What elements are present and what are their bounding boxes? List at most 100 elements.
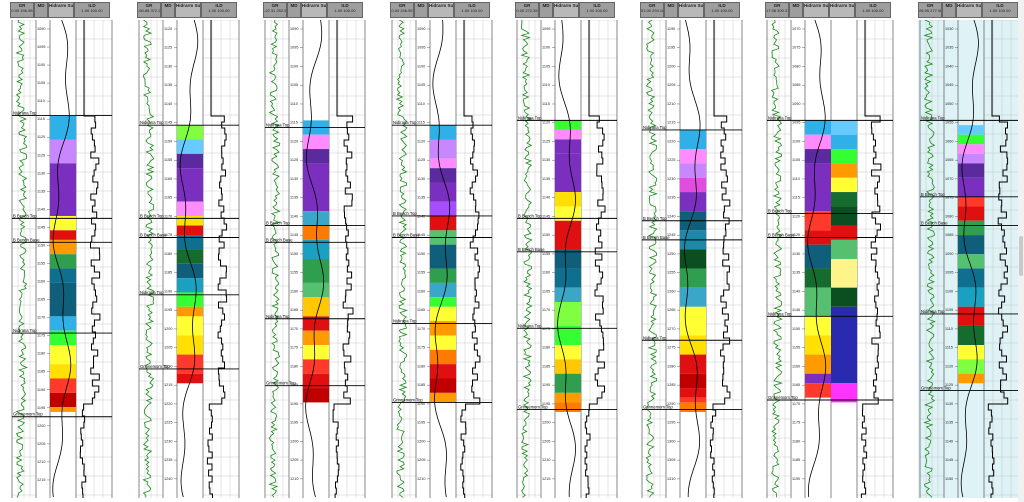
ild-curve bbox=[584, 20, 606, 498]
md-tick-label: 1190 bbox=[792, 477, 800, 481]
md-tick-label: 1175 bbox=[792, 421, 800, 425]
header-gr[interactable]: GR 17.98 300.37 bbox=[765, 2, 789, 18]
log-track[interactable]: 1090 1095 1100 1105 1110 1115 1120 1125 1130 1135… bbox=[390, 20, 494, 498]
facies-interval bbox=[680, 163, 706, 178]
log-track[interactable]: 1095 1100 1105 1110 1115 1120 1125 1130 1135 1140… bbox=[515, 20, 619, 498]
header-md[interactable]: MD bbox=[161, 2, 175, 18]
header-hydro[interactable]: Hidrarm Sunting bbox=[428, 2, 454, 18]
facies-interval bbox=[430, 335, 456, 350]
md-tick-label: 1175 bbox=[37, 334, 45, 338]
log-track[interactable]: 1090 1095 1100 1105 1110 1115 1120 1125 1130 1135… bbox=[263, 20, 367, 498]
md-tick-label: 1120 bbox=[290, 139, 298, 143]
md-tick-label: 1195 bbox=[164, 308, 172, 312]
scrollbar-thumb[interactable] bbox=[1019, 236, 1023, 276]
md-tick-label: 1085 bbox=[792, 83, 800, 87]
header-ild[interactable]: ILD 1.00 100.00 bbox=[579, 2, 615, 18]
header-gr[interactable]: GR 0.00 272.35 bbox=[515, 2, 539, 18]
facies-interval bbox=[680, 373, 706, 389]
facies-interval bbox=[303, 316, 329, 331]
md-tick-label: 1100 bbox=[290, 64, 298, 68]
header-md[interactable]: MD bbox=[539, 2, 553, 18]
md-tick-label: 1120 bbox=[164, 27, 172, 31]
md-tick-label: 1120 bbox=[542, 121, 550, 125]
gr-curve bbox=[268, 20, 281, 498]
md-tick-label: 1160 bbox=[37, 280, 45, 284]
header-hydro2[interactable]: Hidrarm Sunting bbox=[829, 2, 855, 18]
header-ild[interactable]: ILD 1.00 100.00 bbox=[855, 2, 891, 18]
header-hydro[interactable]: Hidrarm Sunting bbox=[553, 2, 579, 18]
log-track[interactable]: 1070 1075 1080 1085 1090 1095 1100 1105 1110 1115… bbox=[765, 20, 897, 498]
md-tick-label: 1115 bbox=[290, 121, 298, 125]
header-md[interactable]: MD bbox=[287, 2, 301, 18]
md-tick-label: 1310 bbox=[667, 477, 675, 481]
header-ild[interactable]: ILD 1.00 100.00 bbox=[327, 2, 363, 18]
header-ild-range: 1.00 100.00 bbox=[711, 8, 733, 13]
md-tick-label: 1100 bbox=[792, 139, 800, 143]
header-ild[interactable]: ILD 1.00 100.00 bbox=[201, 2, 237, 18]
header-md[interactable]: MD bbox=[942, 2, 956, 18]
fine-grid bbox=[265, 20, 365, 498]
header-hydro[interactable]: Hidrarm Sunting bbox=[803, 2, 829, 18]
header-gr[interactable]: GR -50.88 372.25 bbox=[137, 2, 161, 18]
md-tick-label: 1130 bbox=[945, 402, 953, 406]
vertical-scrollbar[interactable] bbox=[1018, 0, 1024, 502]
header-gr-range: -50.88 372.25 bbox=[138, 8, 161, 13]
log-track[interactable]: 1120 1125 1130 1135 1140 1145 1150 1155 1160 1165… bbox=[137, 20, 241, 498]
formation-pick-label: B Bench Top bbox=[13, 213, 37, 218]
log-track[interactable]: 1030 1035 1040 1045 1050 1055 1060 1065 1070 1075… bbox=[918, 20, 1022, 498]
log-track[interactable]: 1190 1195 1200 1205 1210 1215 1220 1225 1230 1235… bbox=[640, 20, 744, 498]
formation-pick-label: Nidirana Top bbox=[13, 328, 37, 333]
header-md[interactable]: MD bbox=[34, 2, 48, 18]
header-gr[interactable]: GR -22.31 252.52 bbox=[263, 2, 287, 18]
header-hydro[interactable]: Hidrarm Sunting bbox=[956, 2, 982, 18]
header-md-name: MD bbox=[945, 3, 953, 8]
header-gr[interactable]: GR 51.00 294.18 bbox=[640, 2, 664, 18]
header-ild[interactable]: ILD 1.00 100.00 bbox=[74, 2, 110, 18]
md-depth-ticks: 1120 1125 1130 1135 1140 1145 1150 1155 1160 1165… bbox=[164, 27, 177, 481]
header-ild[interactable]: ILD 1.00 100.00 bbox=[454, 2, 490, 18]
header-gr[interactable]: GR 0.00 196.98 bbox=[10, 2, 34, 18]
header-gr[interactable]: GR 0.00 246.95 bbox=[390, 2, 414, 18]
header-gr[interactable]: GR 26.95 277.98 bbox=[918, 2, 942, 18]
header-hydro[interactable]: Hidrarm Sunting bbox=[175, 2, 201, 18]
facies-interval bbox=[958, 177, 984, 197]
md-tick-label: 1125 bbox=[37, 153, 45, 157]
facies-interval bbox=[680, 402, 706, 412]
formation-picks: Nidirana Top B Bench Top B Bench Base Nidir… bbox=[12, 111, 112, 418]
header-ild[interactable]: ILD 1.00 100.00 bbox=[982, 2, 1018, 18]
header-md-name: MD bbox=[37, 3, 45, 8]
facies-interval bbox=[177, 306, 203, 317]
header-hydro[interactable]: Hidrarm Sunting bbox=[301, 2, 327, 18]
formation-pick-label: B Bench Base bbox=[518, 247, 545, 252]
log-track[interactable]: 1090 1095 1100 1105 1110 1115 1120 1125 1130 1135… bbox=[10, 20, 114, 498]
header-gr-range: 26.95 277.98 bbox=[919, 8, 942, 13]
formation-pick-label: B Bench Top bbox=[921, 192, 945, 197]
hydro-curve bbox=[52, 20, 72, 498]
header-hydro[interactable]: Hidrarm Sunting bbox=[678, 2, 704, 18]
facies-interval bbox=[831, 177, 857, 193]
header-ild-name: ILD bbox=[215, 3, 223, 8]
header-md[interactable]: MD bbox=[414, 2, 428, 18]
header-md[interactable]: MD bbox=[789, 2, 803, 18]
header-ild[interactable]: ILD 1.00 100.00 bbox=[704, 2, 740, 18]
gr-curve bbox=[142, 20, 155, 498]
header-hydro[interactable]: Hidrarm Sunting bbox=[48, 2, 74, 18]
md-tick-label: 1290 bbox=[667, 402, 675, 406]
header-md[interactable]: MD bbox=[664, 2, 678, 18]
